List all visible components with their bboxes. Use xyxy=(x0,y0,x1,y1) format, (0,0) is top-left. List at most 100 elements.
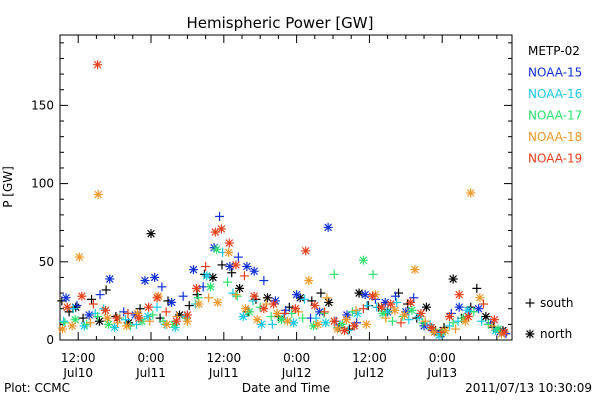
north-star-marker xyxy=(421,302,431,312)
south-plus-marker xyxy=(409,293,419,303)
south-plus-marker xyxy=(87,294,97,304)
north-star-marker xyxy=(460,316,470,326)
x-tick-time-label: 12:00 xyxy=(352,351,387,365)
north-star-marker xyxy=(152,293,162,303)
y-tick-label: 50 xyxy=(39,255,54,269)
south-plus-marker xyxy=(525,298,535,308)
south-plus-marker xyxy=(148,310,158,320)
north-star-marker xyxy=(360,290,370,300)
x-tick-time-label: 12:00 xyxy=(207,351,242,365)
south-plus-marker xyxy=(88,299,98,309)
symbol-key-north: north xyxy=(540,327,572,341)
south-plus-marker xyxy=(320,307,330,317)
north-star-marker xyxy=(262,293,272,303)
north-star-marker xyxy=(475,293,485,303)
north-star-marker xyxy=(74,252,84,262)
north-star-marker xyxy=(276,315,286,325)
north-star-marker xyxy=(390,305,400,315)
x-tick-date-label: Jul12 xyxy=(354,366,385,380)
y-tick-label: 100 xyxy=(31,177,54,191)
north-star-marker xyxy=(194,299,204,309)
south-plus-marker xyxy=(392,297,402,307)
south-plus-marker xyxy=(157,282,167,292)
north-star-marker xyxy=(361,319,371,329)
north-star-marker xyxy=(386,299,396,309)
south-plus-marker xyxy=(316,288,326,298)
north-star-marker xyxy=(489,315,499,325)
south-plus-marker xyxy=(161,307,171,317)
south-plus-marker xyxy=(255,302,265,312)
north-star-marker xyxy=(378,308,388,318)
north-star-marker xyxy=(213,297,223,307)
data-markers xyxy=(57,60,511,340)
north-star-marker xyxy=(259,304,269,314)
south-plus-marker xyxy=(391,291,401,301)
y-axis-label: P [GW] xyxy=(1,166,15,208)
north-star-marker xyxy=(182,310,192,320)
north-star-marker xyxy=(57,324,67,334)
south-plus-marker xyxy=(483,319,493,329)
north-star-marker xyxy=(225,261,235,271)
south-plus-marker xyxy=(239,271,249,281)
north-star-marker xyxy=(290,304,300,314)
plot-area xyxy=(59,34,513,341)
south-plus-marker xyxy=(307,296,317,306)
south-plus-marker xyxy=(351,305,361,315)
series-noaa-18 xyxy=(57,188,507,339)
north-star-marker xyxy=(463,305,473,315)
south-plus-marker xyxy=(478,299,488,309)
plot-border xyxy=(59,34,513,341)
south-plus-marker xyxy=(222,277,232,287)
south-plus-marker xyxy=(59,316,69,326)
north-star-marker xyxy=(481,312,491,322)
north-star-marker xyxy=(354,288,364,298)
north-star-marker xyxy=(231,260,241,270)
north-star-marker xyxy=(238,312,248,322)
north-star-marker xyxy=(94,316,104,326)
north-star-marker xyxy=(143,312,153,322)
north-star-marker xyxy=(224,238,234,248)
south-plus-marker xyxy=(113,318,123,328)
north-star-marker xyxy=(340,326,350,336)
x-tick-time-label: 0:00 xyxy=(138,351,165,365)
north-star-marker xyxy=(463,312,473,322)
legend-entry-noaa-16: NOAA-16 xyxy=(528,87,582,101)
north-star-marker xyxy=(407,305,417,315)
south-plus-marker xyxy=(347,307,357,317)
south-plus-marker xyxy=(233,252,243,262)
south-plus-marker xyxy=(469,307,479,317)
north-star-marker xyxy=(289,318,299,328)
south-plus-marker xyxy=(178,291,188,301)
south-plus-marker xyxy=(204,293,214,303)
north-star-marker xyxy=(241,304,251,314)
north-star-marker xyxy=(140,276,150,286)
north-star-marker xyxy=(167,297,177,307)
north-star-marker xyxy=(208,272,218,282)
north-star-marker xyxy=(249,266,259,276)
north-star-marker xyxy=(93,190,103,200)
plot-timestamp: 2011/07/13 10:30:09 xyxy=(465,381,592,395)
south-plus-marker xyxy=(319,308,329,318)
legend: METP-02 NOAA-15 NOAA-16 NOAA-17 NOAA-18 NOAA-… xyxy=(528,44,582,166)
north-star-marker xyxy=(358,255,368,265)
south-plus-marker xyxy=(329,269,339,279)
north-star-marker xyxy=(301,246,311,256)
north-star-marker xyxy=(310,301,320,311)
south-plus-marker xyxy=(121,315,131,325)
south-plus-marker xyxy=(201,261,211,271)
north-star-marker xyxy=(102,313,112,323)
y-tick-label: 150 xyxy=(31,98,54,112)
north-star-marker xyxy=(144,302,154,312)
x-tick-date-label: Jul10 xyxy=(62,366,93,380)
north-star-marker xyxy=(454,290,464,300)
north-star-marker xyxy=(212,244,222,254)
south-plus-marker xyxy=(152,302,162,312)
x-tick-date-label: Jul11 xyxy=(135,366,166,380)
x-axis-label: Date and Time xyxy=(242,381,330,395)
north-star-marker xyxy=(525,329,535,339)
north-star-marker xyxy=(315,307,325,317)
north-star-marker xyxy=(216,224,226,234)
north-star-marker xyxy=(329,316,339,326)
series-noaa-19 xyxy=(62,60,509,337)
x-tick-time-label: 0:00 xyxy=(429,351,456,365)
